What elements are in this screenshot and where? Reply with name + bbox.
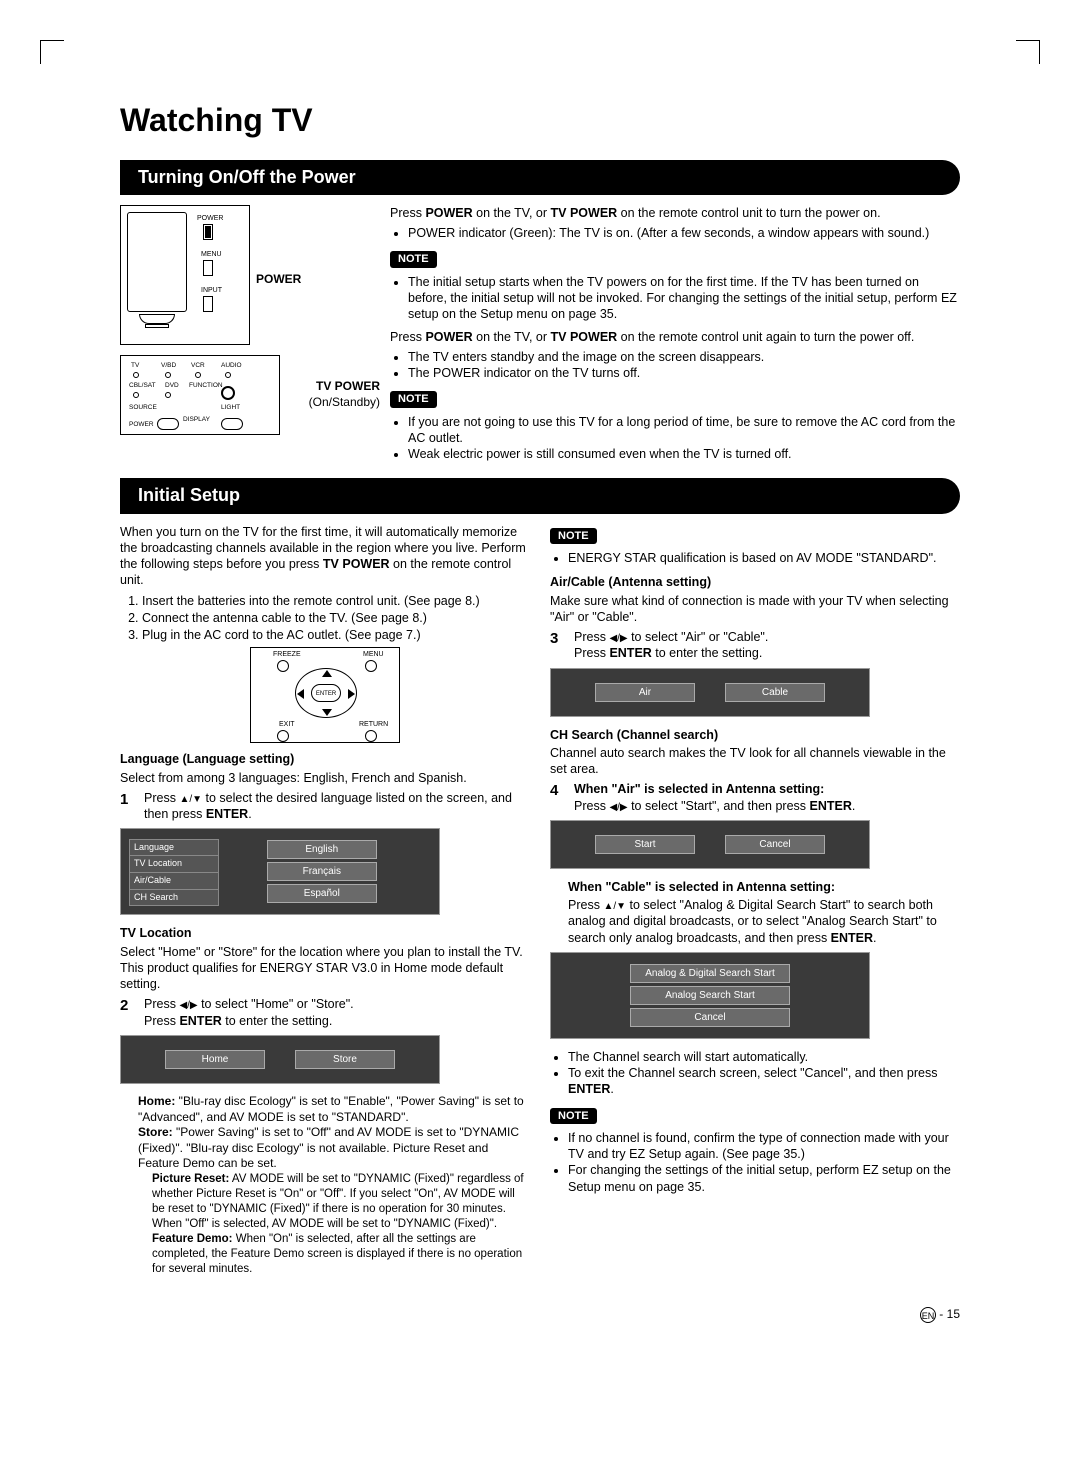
body-text: Press to select "Analog & Digital Search… (568, 897, 960, 946)
page-title: Watching TV (120, 100, 960, 142)
tv-illustration: POWER MENU INPUT (120, 205, 250, 345)
body-text: Make sure what kind of connection is mad… (550, 593, 960, 626)
step-text: Press to select "Home" or "Store". Press… (144, 996, 530, 1029)
list-item: Connect the antenna cable to the TV. (Se… (142, 610, 530, 626)
sub-heading: Language (Language setting) (120, 751, 530, 767)
step-text: Press to select "Air" or "Cable". Press … (574, 629, 960, 662)
body-text: Channel auto search makes the TV look fo… (550, 745, 960, 778)
body-text: Press POWER on the TV, or TV POWER on th… (390, 205, 960, 221)
list-item: Plug in the AC cord to the AC outlet. (S… (142, 627, 530, 643)
start-menu-mock: Start Cancel (550, 820, 870, 869)
bullet-item: To exit the Channel search screen, selec… (568, 1065, 960, 1098)
body-text: Picture Reset: AV MODE will be set to "D… (152, 1172, 530, 1232)
remote-illustration: TV V/BD VCR AUDIO CBL/SAT DVD FUNCTION S… (120, 355, 280, 435)
body-text: When you turn on the TV for the first ti… (120, 524, 530, 589)
body-text: Press POWER on the TV, or TV POWER on th… (390, 329, 960, 345)
language-menu-mock: Language TV Location Air/Cable CH Search… (120, 828, 440, 915)
cable-menu-mock: Analog & Digital Search Start Analog Sea… (550, 952, 870, 1039)
body-text: Feature Demo: When "On" is selected, aft… (152, 1232, 530, 1277)
bullet-item: The POWER indicator on the TV turns off. (408, 365, 960, 381)
bullet-item: If no channel is found, confirm the type… (568, 1130, 960, 1163)
list-item: Insert the batteries into the remote con… (142, 593, 530, 609)
bullet-item: For changing the settings of the initial… (568, 1162, 960, 1195)
step-text: When "Air" is selected in Antenna settin… (574, 781, 960, 814)
sub-heading: TV Location (120, 925, 530, 941)
sub-heading: CH Search (Channel search) (550, 727, 960, 743)
crop-mark (40, 40, 64, 64)
body-text: Select "Home" or "Store" for the locatio… (120, 944, 530, 993)
dpad-illustration: FREEZE MENU ENTER EXIT RETURN (250, 647, 400, 743)
body-text: Home: "Blu-ray disc Ecology" is set to "… (138, 1094, 530, 1125)
sub-heading: When "Cable" is selected in Antenna sett… (568, 879, 960, 895)
note-badge: NOTE (550, 528, 597, 544)
bullet-item: POWER indicator (Green): The TV is on. (… (408, 225, 960, 241)
step-number: 2 (120, 996, 138, 1029)
step-number: 4 (550, 781, 568, 814)
note-badge: NOTE (390, 391, 437, 407)
power-label: POWER (256, 272, 301, 288)
tvpower-label: TV POWER (286, 379, 380, 395)
note-badge: NOTE (390, 251, 437, 267)
bullet-item: If you are not going to use this TV for … (408, 414, 960, 447)
step-number: 1 (120, 790, 138, 823)
aircable-menu-mock: Air Cable (550, 668, 870, 717)
sub-heading: Air/Cable (Antenna setting) (550, 574, 960, 590)
body-text: Store: "Power Saving" is set to "Off" an… (138, 1125, 530, 1172)
bullet-item: The initial setup starts when the TV pow… (408, 274, 960, 323)
bullet-item: Weak electric power is still consumed ev… (408, 446, 960, 462)
bullet-item: The TV enters standby and the image on t… (408, 349, 960, 365)
step-number: 3 (550, 629, 568, 662)
section-heading: Turning On/Off the Power (120, 160, 960, 195)
standby-label: (On/Standby) (286, 395, 380, 411)
note-badge: NOTE (550, 1108, 597, 1124)
location-menu-mock: Home Store (120, 1035, 440, 1084)
bullet-item: The Channel search will start automatica… (568, 1049, 960, 1065)
bullet-item: ENERGY STAR qualification is based on AV… (568, 550, 960, 566)
step-text: Press to select the desired language lis… (144, 790, 530, 823)
body-text: Select from among 3 languages: English, … (120, 770, 530, 786)
page-footer: EN - 15 (120, 1307, 960, 1323)
section-heading: Initial Setup (120, 478, 960, 513)
crop-mark (1016, 40, 1040, 64)
